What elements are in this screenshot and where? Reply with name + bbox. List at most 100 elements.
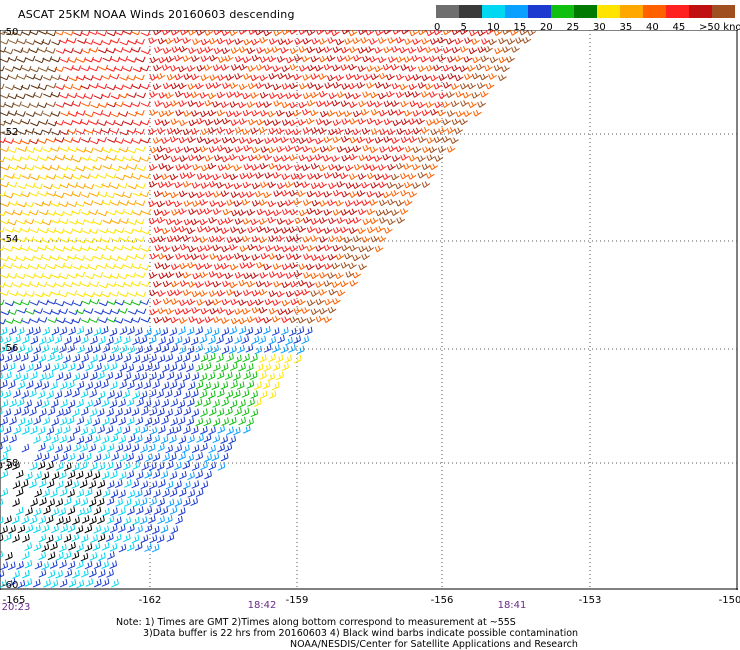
wind-barb <box>80 83 91 90</box>
wind-barb <box>98 102 108 108</box>
wind-barb <box>246 316 256 323</box>
wind-barb <box>88 426 97 436</box>
wind-barb <box>344 92 354 100</box>
wind-barb <box>195 470 204 479</box>
wind-barb <box>315 30 325 35</box>
wind-barb <box>160 327 169 336</box>
wind-barb <box>0 129 10 136</box>
wind-barb <box>59 362 68 371</box>
wind-barb <box>0 255 10 262</box>
wind-barb <box>144 417 153 426</box>
wind-barb <box>200 408 208 418</box>
wind-barb <box>90 354 98 364</box>
lat-label-58: -58 <box>2 458 19 469</box>
wind-barb <box>4 515 12 525</box>
wind-barb <box>109 362 118 371</box>
wind-barb <box>63 119 74 126</box>
wind-barb <box>264 298 274 306</box>
wind-barb <box>117 524 126 533</box>
wind-barb <box>323 46 333 53</box>
wind-barb <box>442 30 452 36</box>
lon-label-153: -153 <box>578 595 602 606</box>
wind-barb <box>255 363 264 373</box>
wind-barb <box>328 92 338 100</box>
wind-barb <box>17 291 27 297</box>
wind-barb <box>336 91 346 99</box>
wind-barb <box>97 569 106 578</box>
wind-barb <box>110 236 121 243</box>
wind-barb <box>109 73 120 80</box>
wind-barb <box>315 46 325 54</box>
wind-barb <box>67 362 76 372</box>
wind-barb <box>358 100 367 108</box>
wind-barb <box>204 345 213 355</box>
wind-barb <box>122 389 131 399</box>
wind-barb <box>268 271 278 278</box>
wind-barb <box>319 236 328 243</box>
wind-barb <box>323 136 333 143</box>
wind-barb <box>51 183 62 190</box>
wind-barb <box>63 462 72 472</box>
wind-barb <box>81 353 89 363</box>
legend-label: 45 <box>672 22 686 33</box>
wind-barb <box>51 74 61 81</box>
wind-barb <box>64 479 73 488</box>
wind-barb <box>102 254 112 261</box>
wind-barb <box>370 73 380 81</box>
wind-barb <box>107 155 117 161</box>
wind-barb <box>123 281 134 287</box>
wind-barb <box>207 127 217 134</box>
wind-barb <box>171 245 181 252</box>
wind-barb <box>298 137 307 145</box>
wind-barb <box>165 199 175 207</box>
wind-barb <box>0 174 6 181</box>
wind-barb <box>412 110 422 117</box>
wind-barb <box>67 452 76 462</box>
wind-barb <box>134 489 143 498</box>
wind-barb <box>258 335 267 345</box>
wind-barb <box>106 101 117 108</box>
wind-barb <box>132 120 143 127</box>
wind-barb <box>144 434 152 444</box>
wind-barb <box>375 209 385 217</box>
wind-barb <box>43 434 51 443</box>
wind-barb <box>285 92 295 100</box>
wind-barb <box>216 37 226 45</box>
wind-barb <box>20 245 31 252</box>
wind-barb <box>340 46 350 54</box>
wind-barb <box>97 120 107 127</box>
wind-barb <box>131 174 142 180</box>
wind-barb <box>425 172 435 179</box>
wind-barb <box>238 317 248 325</box>
wind-barb <box>148 164 158 171</box>
wind-barb <box>356 82 366 89</box>
wind-barb <box>140 173 151 179</box>
wind-barb <box>404 90 414 98</box>
wind-barb <box>84 488 93 497</box>
wind-barb <box>84 560 93 570</box>
wind-barb <box>255 64 265 71</box>
wind-barb <box>55 480 64 490</box>
note-line-1: Note: 1) Times are GMT 2)Times along bot… <box>116 617 516 628</box>
wind-barb <box>428 146 438 154</box>
wind-barb <box>349 244 358 252</box>
wind-barb <box>358 245 367 253</box>
wind-barb <box>454 38 464 45</box>
wind-barb <box>153 506 162 515</box>
wind-barb <box>267 55 277 63</box>
wind-barb <box>318 307 328 315</box>
wind-barb <box>34 471 42 480</box>
wind-barb <box>25 327 34 336</box>
wind-barb <box>51 362 60 372</box>
wind-barb <box>165 92 174 99</box>
wind-barb <box>29 138 39 145</box>
wind-barb <box>352 128 362 136</box>
wind-barb <box>335 127 344 135</box>
wind-barb <box>263 280 273 288</box>
wind-barb <box>224 371 233 381</box>
wind-barb <box>46 245 56 251</box>
wind-barb <box>122 425 131 435</box>
wind-barb <box>369 217 379 225</box>
wind-barb <box>75 110 86 116</box>
wind-barb <box>49 560 58 569</box>
